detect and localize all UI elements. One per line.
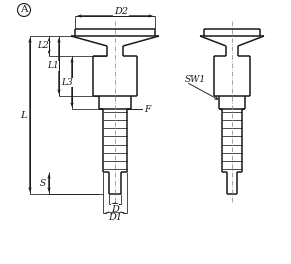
- Text: D: D: [111, 205, 119, 214]
- Text: A: A: [20, 6, 28, 15]
- Text: L2: L2: [37, 41, 49, 50]
- Text: S: S: [40, 178, 46, 187]
- Text: L3: L3: [61, 78, 73, 87]
- Text: D2: D2: [114, 7, 128, 16]
- Text: D1: D1: [108, 214, 122, 223]
- Text: L: L: [21, 111, 27, 120]
- Text: SW1: SW1: [185, 74, 206, 83]
- Text: L1: L1: [47, 62, 59, 70]
- Text: F: F: [144, 105, 150, 114]
